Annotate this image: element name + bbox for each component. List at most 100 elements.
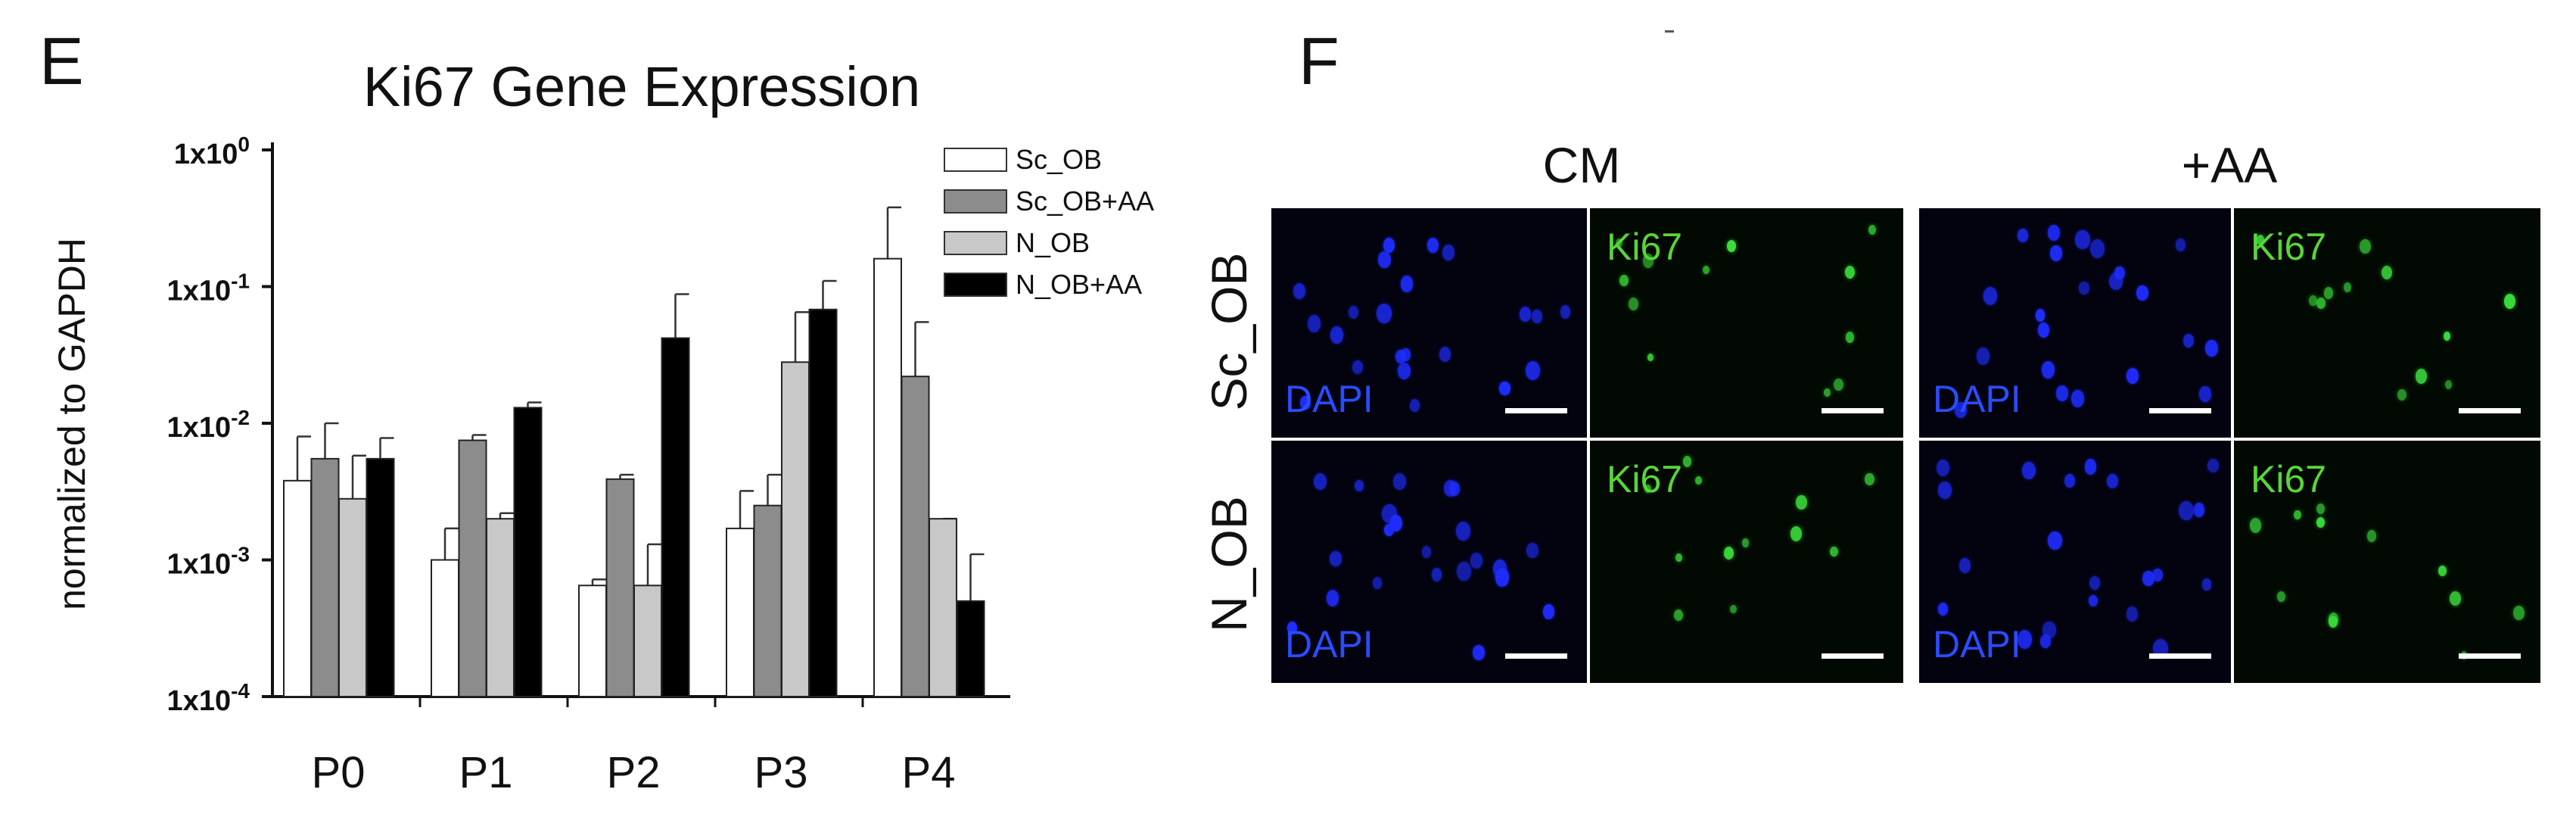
ki67-channel-label: Ki67 — [1607, 458, 1683, 500]
panel-f-letter: F — [1299, 23, 1339, 98]
nucleus — [1675, 553, 1682, 563]
ki67-channel-label: Ki67 — [1607, 226, 1683, 268]
nucleus — [2049, 245, 2062, 262]
bar-n-ob-p4 — [929, 518, 957, 697]
ki67-channel-label: Ki67 — [2251, 226, 2327, 268]
nucleus — [1674, 610, 1684, 622]
y-tick-label: 1x10-2 — [167, 406, 250, 444]
bar-n-ob-aa-p0 — [366, 457, 395, 698]
condition-label-cm: CM — [1542, 137, 1621, 193]
nucleus — [2324, 286, 2334, 299]
nucleus — [2048, 225, 2060, 241]
nucleus — [2207, 458, 2219, 473]
nucleus — [2142, 570, 2154, 587]
bar-sc-ob-aa-p0 — [310, 457, 340, 698]
nucleus — [1431, 568, 1442, 582]
legend-label: N_OB+AA — [1016, 269, 1142, 300]
nucleus — [1372, 577, 1382, 589]
nucleus — [2041, 361, 2055, 379]
bar-sc-ob-p1 — [431, 559, 459, 697]
condition-label-aa: +AA — [2181, 137, 2278, 193]
nucleus — [2114, 266, 2125, 280]
nucleus — [1629, 298, 1639, 310]
nucleus — [1499, 381, 1510, 395]
nucleus — [1439, 347, 1451, 363]
nucleus — [2021, 461, 2036, 479]
nucleus — [1865, 473, 1874, 486]
legend-swatch — [944, 148, 1007, 172]
dapi-channel-label: DAPI — [1933, 623, 2021, 666]
nucleus — [1355, 479, 1364, 492]
nucleus — [1976, 348, 1990, 365]
nucleus — [2175, 239, 2186, 251]
nucleus — [1442, 245, 1454, 260]
bar-sc-ob-aa-p3 — [753, 504, 782, 697]
scale-bar — [2149, 653, 2211, 659]
nucleus — [1703, 265, 1710, 275]
chart-title: Ki67 Gene Expression — [363, 55, 920, 118]
nucleus — [1542, 604, 1554, 619]
row-label-sc-ob: Sc_OB — [1201, 252, 1257, 411]
nucleus — [1726, 239, 1737, 253]
nucleus — [1844, 265, 1855, 279]
nucleus — [2089, 594, 2098, 607]
tile-sc-ob-cm-dapi: DAPI — [1271, 208, 1587, 438]
nucleus — [2328, 615, 2338, 628]
nucleus — [1349, 306, 1359, 320]
nucleus — [1532, 310, 1543, 324]
x-tick-label: P2 — [607, 748, 661, 797]
nucleus — [1300, 396, 1311, 410]
nucleus — [1378, 251, 1391, 268]
nucleus — [1400, 276, 1414, 292]
bar-sc-ob-aa-p1 — [458, 439, 487, 697]
nucleus — [1330, 326, 1344, 344]
bar-sc-ob-aa-p2 — [605, 478, 635, 698]
nucleus — [2017, 629, 2033, 650]
tile-n-ob-aa-dapi: DAPI — [1919, 441, 2231, 683]
nucleus — [2194, 503, 2205, 517]
dapi-channel-label: DAPI — [1933, 378, 2021, 420]
legend-label: N_OB — [1016, 227, 1090, 258]
nucleus — [2367, 530, 2377, 542]
nucleus — [1410, 399, 1420, 413]
nucleus — [1519, 306, 1532, 322]
nucleus — [1938, 481, 1952, 499]
bar-n-ob-p2 — [633, 585, 662, 698]
nucleus — [2503, 293, 2515, 309]
nucleus — [1393, 472, 1406, 490]
nucleus — [2294, 510, 2301, 519]
nucleus — [2035, 309, 2045, 322]
nucleus — [1330, 550, 1342, 566]
nucleus — [2126, 368, 2139, 385]
row-label-n-ob: N_OB — [1201, 496, 1257, 632]
ki67-bar-chart: Ki67 Gene Expression normalized to GAPDH 1… — [51, 55, 1154, 797]
nucleus — [1834, 378, 1843, 391]
nucleus — [2205, 340, 2218, 357]
nucleus — [1457, 562, 1471, 581]
nucleus — [1389, 514, 1403, 532]
nucleus — [2042, 621, 2056, 638]
nucleus — [2438, 566, 2447, 577]
nucleus — [1287, 621, 1298, 635]
nucleus — [2055, 385, 2068, 402]
nucleus — [2079, 281, 2089, 295]
nucleus — [1695, 475, 1703, 485]
nucleus — [2249, 518, 2262, 534]
nucleus — [1398, 363, 1411, 380]
nucleus — [2089, 575, 2100, 590]
nucleus — [1377, 304, 1392, 324]
dapi-channel-label: DAPI — [1285, 378, 1374, 420]
tile-sc-ob-aa-dapi: DAPI — [1919, 208, 2231, 438]
nucleus — [2450, 591, 2461, 606]
nucleus — [2126, 606, 2139, 622]
nucleus — [1495, 568, 1510, 587]
nucleus — [1293, 282, 1306, 299]
bar-n-ob-aa-p2 — [661, 337, 690, 697]
bar-sc-ob-p3 — [726, 527, 754, 698]
nucleus — [2443, 331, 2451, 341]
nucleus — [2256, 234, 2265, 245]
nucleus — [1383, 238, 1395, 253]
nucleus — [2182, 333, 2195, 348]
nucleus — [2381, 265, 2392, 279]
nucleus — [1683, 456, 1692, 467]
